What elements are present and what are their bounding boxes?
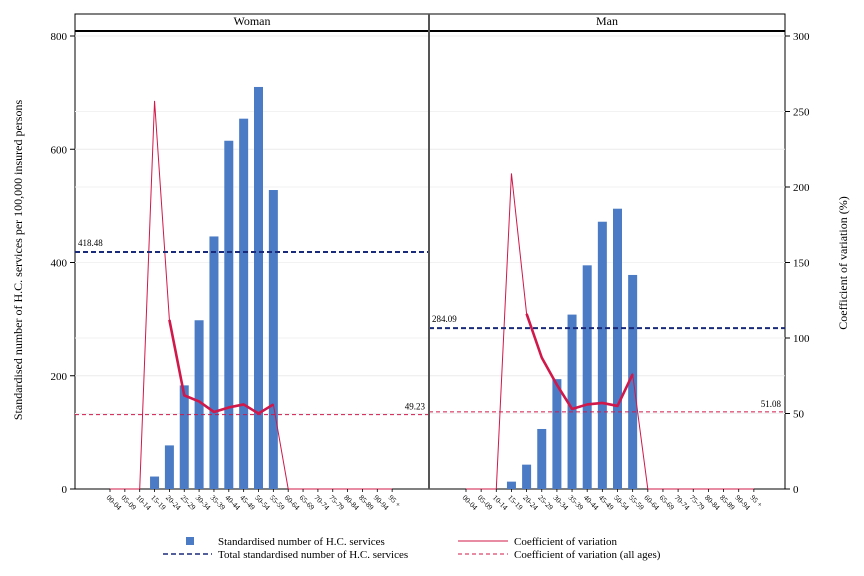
y-tick-label: 0 [62, 484, 68, 496]
x-tick-label: 05-09 [119, 493, 138, 512]
cv-line-emphasis [525, 313, 634, 411]
x-tick-label: 65-69 [298, 493, 317, 512]
bar [567, 314, 577, 489]
bar [613, 208, 622, 490]
x-tick-label: 25-29 [536, 493, 555, 512]
x-tick-label: 15-19 [506, 493, 525, 512]
x-tick-label: 75-79 [327, 493, 346, 512]
panel-title: Man [596, 14, 618, 28]
y2-tick-label: 50 [793, 409, 805, 421]
x-tick-label: 80-84 [703, 493, 722, 512]
panel-title: Woman [233, 14, 270, 28]
total-line-label: 418.48 [78, 238, 103, 248]
x-tick-label: 25-29 [179, 493, 198, 512]
bar [194, 320, 204, 489]
cv-line [110, 100, 393, 490]
x-tick-label: 35-39 [209, 493, 228, 512]
bar [179, 385, 189, 489]
y-tick-label: 400 [51, 258, 68, 270]
cv-line-emphasis [168, 319, 275, 415]
x-tick-label: 85-89 [357, 493, 376, 512]
x-tick-label: 10-14 [134, 493, 153, 512]
bar [239, 118, 249, 490]
x-tick-label: 30-34 [194, 493, 213, 512]
x-tick-label: 20-24 [164, 493, 183, 512]
y2-tick-label: 0 [793, 484, 799, 496]
bar [537, 428, 547, 489]
bar [628, 274, 638, 489]
legend-label: Standardised number of H.C. services [218, 536, 385, 548]
y2-tick-label: 200 [793, 182, 810, 194]
x-tick-label: 40-44 [582, 493, 601, 512]
bar [164, 445, 174, 489]
x-tick-label: 00-04 [105, 493, 124, 512]
legend-label: Coefficient of variation [514, 536, 618, 548]
x-tick-label: 70-74 [312, 493, 331, 512]
x-tick-label: 80-84 [342, 493, 361, 512]
y-tick-label: 800 [51, 31, 68, 43]
y2-tick-label: 150 [793, 258, 810, 270]
x-tick-label: 15-19 [149, 493, 168, 512]
x-tick-label: 40-44 [223, 493, 242, 512]
bar [268, 190, 278, 489]
cv-all-line-label: 49.23 [405, 402, 426, 412]
bar [506, 481, 516, 489]
x-tick-label: 85-89 [718, 493, 737, 512]
cv-all-line-label: 51.08 [761, 399, 782, 409]
x-tick-label: 50-54 [253, 493, 272, 512]
bar [597, 221, 607, 490]
x-tick-label: 35-39 [567, 493, 586, 512]
legend-label: Coefficient of variation (all ages) [514, 549, 661, 561]
x-tick-label: 90-94 [372, 493, 391, 512]
x-tick-label: 50-54 [612, 493, 631, 512]
x-tick-label: 75-79 [688, 493, 707, 512]
bar [552, 379, 562, 489]
y-axis-title: Standardised number of H.C. services per… [11, 100, 25, 421]
legend-label: Total standardised number of H.C. servic… [218, 549, 408, 561]
x-tick-label: 60-64 [642, 493, 661, 512]
x-tick-label: 45-49 [597, 493, 616, 512]
bar [582, 265, 592, 489]
x-tick-label: 20-24 [521, 493, 540, 512]
x-tick-label: 05-09 [476, 493, 495, 512]
x-tick-label: 55-59 [627, 493, 646, 512]
y-tick-label: 600 [51, 144, 68, 156]
x-tick-label: 60-64 [283, 493, 302, 512]
bar [522, 464, 532, 489]
x-tick-label: 70-74 [673, 493, 692, 512]
y-tick-label: 200 [51, 371, 68, 383]
y2-axis-title: Coefficient of variation (%) [836, 196, 850, 329]
x-tick-label: 55-59 [268, 493, 287, 512]
x-tick-label: 45-49 [238, 493, 257, 512]
legend-bar-swatch [186, 537, 194, 545]
x-tick-label: 30-34 [551, 493, 570, 512]
y2-tick-label: 300 [793, 31, 810, 43]
y2-tick-label: 100 [793, 333, 810, 345]
x-tick-label: 10-14 [491, 493, 510, 512]
bar [254, 86, 263, 490]
x-tick-label: 90-94 [733, 493, 752, 512]
x-tick-label: 00-04 [461, 493, 480, 512]
bar [150, 476, 160, 489]
y2-tick-label: 250 [793, 107, 810, 119]
bar [224, 140, 234, 489]
x-tick-label: 65-69 [658, 493, 677, 512]
total-line-label: 284.09 [432, 314, 457, 324]
bar [209, 236, 219, 489]
cv-line [466, 173, 754, 490]
x-tick-label: 95 + [748, 493, 764, 509]
